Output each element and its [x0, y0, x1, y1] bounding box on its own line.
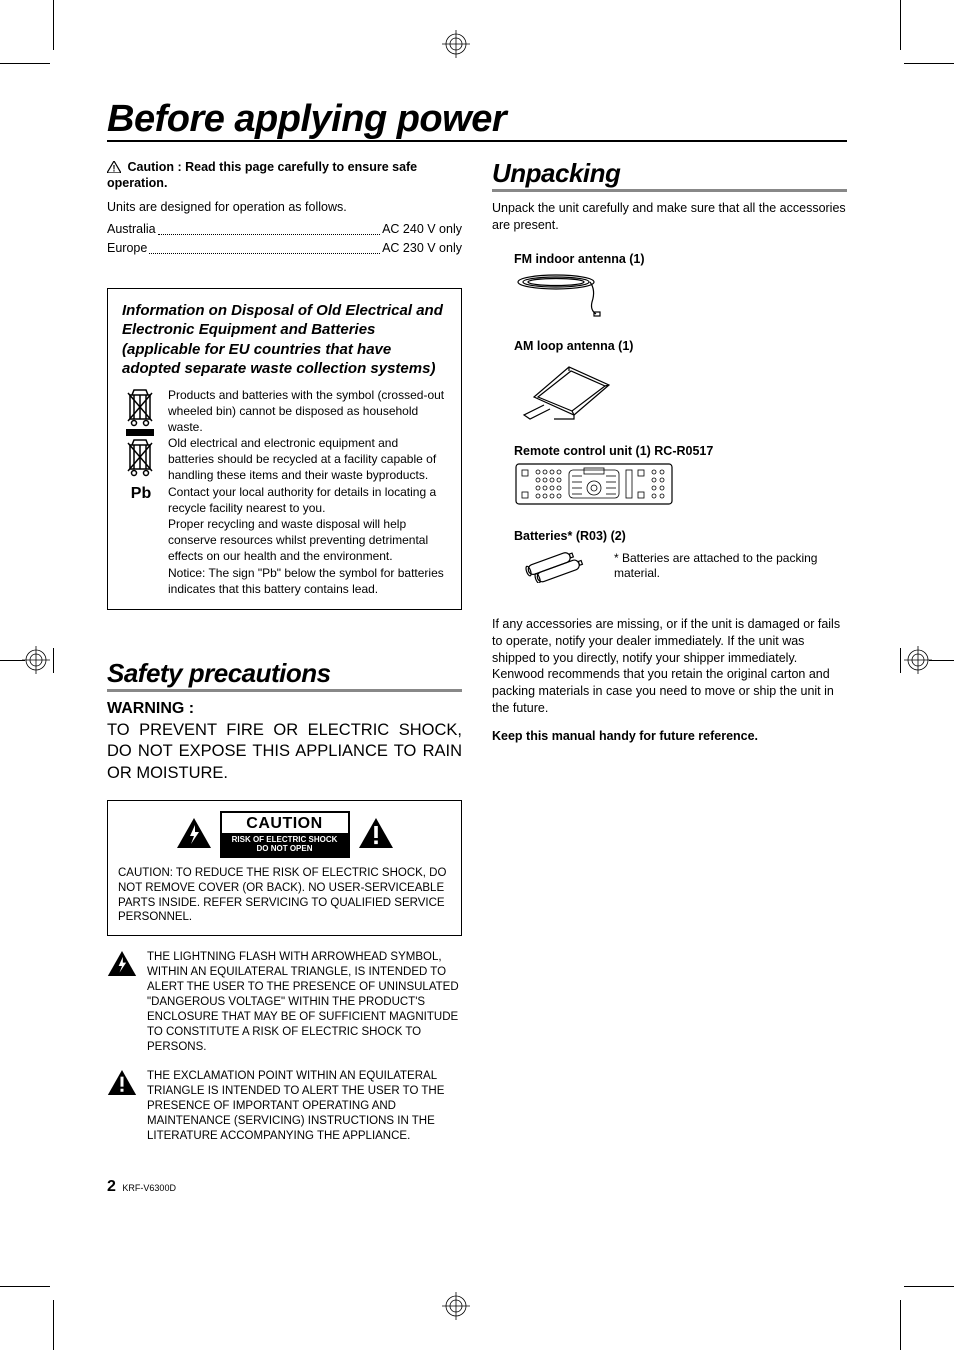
- missing-accessories-text: If any accessories are missing, or if th…: [492, 616, 847, 717]
- safety-title: Safety precautions: [107, 660, 462, 692]
- page-title: Before applying power: [107, 100, 847, 142]
- remote-icon: [492, 462, 847, 511]
- exclaim-explanation: THE EXCLAMATION POINT WITHIN AN EQUILATE…: [147, 1069, 462, 1144]
- voltage-value: AC 240 V only: [382, 220, 462, 239]
- fm-antenna-label: FM indoor antenna (1): [492, 252, 847, 266]
- caution-read: ! Caution : Read this page carefully to …: [107, 160, 462, 190]
- pb-label: Pb: [122, 483, 160, 505]
- registration-mark-left: [22, 646, 50, 674]
- batteries-label: Batteries* (R03) (2): [492, 529, 847, 543]
- page-footer: 2 KRF-V6300D: [107, 1178, 176, 1196]
- disposal-p1: Products and batteries with the symbol (…: [168, 387, 447, 436]
- fm-antenna-icon: [492, 270, 847, 321]
- am-antenna-icon: [492, 357, 847, 426]
- bolt-triangle-icon: [176, 817, 212, 852]
- plate-text: CAUTION: TO REDUCE THE RISK OF ELECTRIC …: [118, 866, 451, 926]
- right-column: Unpacking Unpack the unit carefully and …: [492, 160, 847, 1144]
- voltage-region: Europe: [107, 239, 147, 258]
- am-antenna-label: AM loop antenna (1): [492, 339, 847, 353]
- wheeled-bin-icon: [122, 387, 158, 477]
- disposal-notice: Notice: The sign "Pb" below the symbol f…: [168, 565, 447, 597]
- unpacking-intro: Unpack the unit carefully and make sure …: [492, 200, 847, 234]
- caution-plate: CAUTION RISK OF ELECTRIC SHOCK DO NOT OP…: [107, 800, 462, 936]
- voltage-value: AC 230 V only: [382, 239, 462, 258]
- voltage-table: Australia AC 240 V only Europe AC 230 V …: [107, 220, 462, 258]
- bolt-explanation: THE LIGHTNING FLASH WITH ARROWHEAD SYMBO…: [147, 950, 462, 1055]
- registration-mark-bottom: [442, 1292, 470, 1320]
- disposal-info-box: Information on Disposal of Old Electrica…: [107, 288, 462, 610]
- unpacking-title: Unpacking: [492, 160, 847, 192]
- model-number: KRF-V6300D: [122, 1183, 176, 1193]
- page-number: 2: [107, 1178, 116, 1195]
- batteries-icon: [492, 547, 594, 586]
- batteries-note: * Batteries are attached to the packing …: [614, 547, 847, 582]
- keep-manual-text: Keep this manual handy for future refere…: [492, 729, 847, 743]
- disposal-p4: Proper recycling and waste disposal will…: [168, 516, 447, 565]
- bolt-triangle-icon: [107, 950, 137, 1055]
- units-intro: Units are designed for operation as foll…: [107, 200, 462, 214]
- warning-label: WARNING :: [107, 700, 462, 718]
- warning-text: TO PREVENT FIRE OR ELECTRIC SHOCK, DO NO…: [107, 720, 462, 784]
- svg-text:!: !: [113, 164, 116, 174]
- disposal-heading: Information on Disposal of Old Electrica…: [122, 301, 447, 379]
- plate-caution-word: CAUTION: [222, 813, 348, 833]
- caution-triangle-icon: !: [107, 161, 121, 176]
- exclaim-triangle-icon: [358, 817, 394, 852]
- registration-mark-top: [442, 30, 470, 58]
- disposal-p3: Contact your local authority for details…: [168, 484, 447, 516]
- left-column: ! Caution : Read this page carefully to …: [107, 160, 462, 1144]
- remote-label: Remote control unit (1) RC-R0517: [492, 444, 847, 458]
- exclaim-triangle-icon: [107, 1069, 137, 1144]
- disposal-p2: Old electrical and electronic equipment …: [168, 435, 447, 484]
- registration-mark-right: [904, 646, 932, 674]
